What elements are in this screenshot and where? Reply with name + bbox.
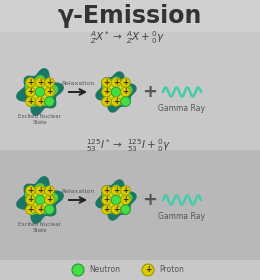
Polygon shape — [28, 189, 52, 211]
Polygon shape — [17, 177, 63, 223]
Text: +: + — [122, 195, 129, 204]
Text: +: + — [145, 265, 151, 274]
Text: +: + — [27, 78, 34, 87]
FancyBboxPatch shape — [0, 260, 260, 280]
Circle shape — [45, 186, 54, 195]
Text: +: + — [46, 195, 53, 204]
FancyBboxPatch shape — [0, 0, 260, 32]
Text: +: + — [122, 186, 129, 195]
Text: Gamma Ray: Gamma Ray — [159, 212, 205, 221]
Text: $^{125}_{53}I^* \rightarrow\ ^{125}_{53}I + ^0_0\gamma$: $^{125}_{53}I^* \rightarrow\ ^{125}_{53}… — [86, 137, 170, 154]
Circle shape — [102, 195, 111, 205]
Text: Neutron: Neutron — [89, 265, 120, 274]
Polygon shape — [17, 69, 63, 115]
Circle shape — [45, 195, 54, 205]
Text: Proton: Proton — [159, 265, 184, 274]
Polygon shape — [104, 189, 128, 211]
Circle shape — [111, 205, 121, 214]
Circle shape — [45, 78, 54, 87]
Circle shape — [35, 195, 45, 205]
Circle shape — [26, 186, 35, 195]
Circle shape — [35, 205, 45, 214]
Polygon shape — [102, 185, 132, 213]
Polygon shape — [96, 180, 136, 220]
Circle shape — [102, 97, 111, 106]
Polygon shape — [25, 76, 57, 107]
Circle shape — [121, 186, 130, 195]
Text: +: + — [142, 83, 158, 101]
Text: +: + — [37, 78, 43, 87]
Text: +: + — [27, 87, 34, 97]
Circle shape — [121, 87, 130, 97]
Circle shape — [111, 78, 121, 87]
Circle shape — [35, 87, 45, 97]
Text: +: + — [27, 195, 34, 204]
Circle shape — [102, 78, 111, 87]
Circle shape — [111, 195, 121, 205]
Circle shape — [26, 205, 35, 214]
Circle shape — [121, 78, 130, 87]
Text: Excited Nuclear
State: Excited Nuclear State — [18, 114, 62, 125]
Circle shape — [111, 186, 121, 195]
Circle shape — [26, 97, 35, 106]
Circle shape — [45, 87, 54, 97]
Circle shape — [26, 87, 35, 97]
Text: +: + — [27, 186, 34, 195]
Text: +: + — [46, 87, 53, 97]
Circle shape — [102, 205, 111, 214]
Text: +: + — [103, 87, 110, 97]
Circle shape — [121, 97, 130, 106]
Text: +: + — [37, 97, 43, 106]
Text: +: + — [122, 87, 129, 97]
Polygon shape — [102, 77, 132, 105]
Text: +: + — [27, 205, 34, 214]
Text: +: + — [113, 78, 119, 87]
Circle shape — [111, 87, 121, 97]
Circle shape — [45, 97, 54, 106]
Circle shape — [35, 78, 45, 87]
Circle shape — [26, 78, 35, 87]
Text: +: + — [113, 186, 119, 195]
Text: +: + — [142, 191, 158, 209]
Text: +: + — [37, 205, 43, 214]
Circle shape — [35, 186, 45, 195]
Text: +: + — [103, 205, 110, 214]
Text: +: + — [113, 97, 119, 106]
Text: +: + — [37, 186, 43, 195]
Text: +: + — [27, 97, 34, 106]
Text: +: + — [46, 186, 53, 195]
Circle shape — [45, 205, 54, 214]
Polygon shape — [28, 81, 52, 103]
Text: Relaxation: Relaxation — [61, 189, 95, 194]
Circle shape — [102, 87, 111, 97]
Circle shape — [35, 97, 45, 106]
Text: γ-Emission: γ-Emission — [58, 4, 202, 28]
Polygon shape — [25, 184, 57, 214]
Text: +: + — [113, 205, 119, 214]
FancyBboxPatch shape — [0, 32, 260, 148]
Text: +: + — [103, 186, 110, 195]
Text: Excited Nuclear
State: Excited Nuclear State — [18, 222, 62, 233]
Text: Gamma Ray: Gamma Ray — [159, 104, 205, 113]
Text: Relaxation: Relaxation — [61, 81, 95, 86]
Text: $^A_ZX^* \rightarrow\ ^A_ZX + ^0_0\gamma$: $^A_ZX^* \rightarrow\ ^A_ZX + ^0_0\gamma… — [90, 30, 166, 46]
Text: +: + — [103, 78, 110, 87]
Circle shape — [142, 264, 154, 276]
Text: +: + — [103, 97, 110, 106]
Polygon shape — [104, 81, 128, 103]
Polygon shape — [96, 72, 136, 112]
Text: +: + — [46, 78, 53, 87]
Circle shape — [111, 97, 121, 106]
Circle shape — [102, 186, 111, 195]
Text: +: + — [103, 195, 110, 204]
FancyBboxPatch shape — [0, 150, 260, 260]
Text: +: + — [122, 78, 129, 87]
Circle shape — [121, 195, 130, 205]
Circle shape — [121, 205, 130, 214]
Circle shape — [26, 195, 35, 205]
Circle shape — [72, 264, 84, 276]
